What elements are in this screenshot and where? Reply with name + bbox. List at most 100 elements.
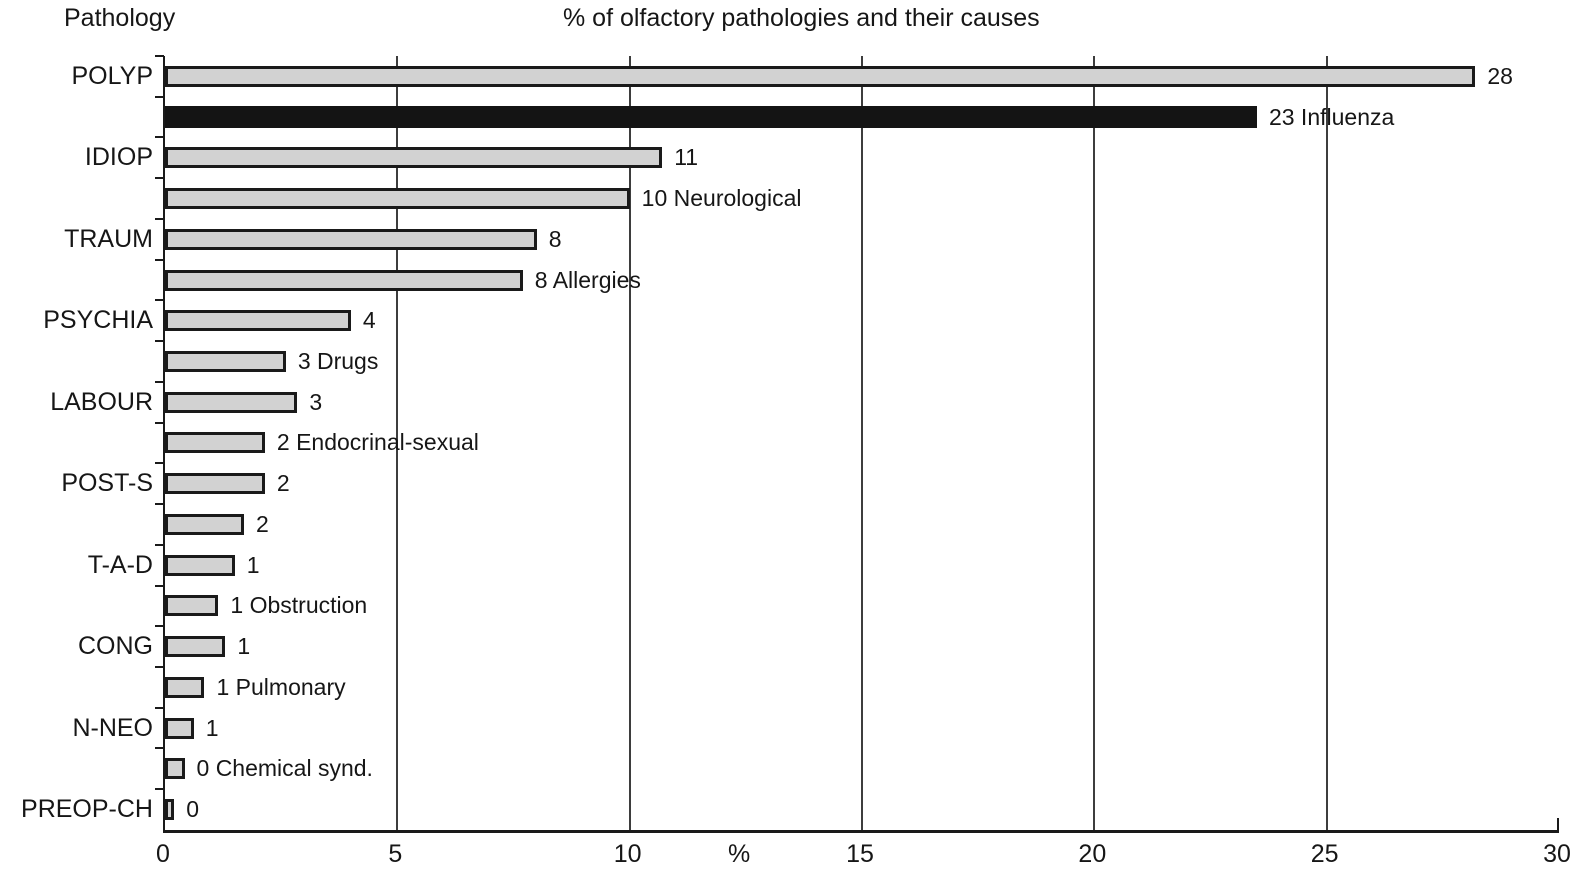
y-axis-tick bbox=[155, 543, 164, 546]
highlight-bar bbox=[165, 106, 1257, 129]
category-label: TRAUM bbox=[64, 224, 153, 253]
bar-row: POLYP 28 bbox=[71, 55, 1559, 97]
bar-row: N-NEO 1 bbox=[72, 706, 1559, 749]
bar bbox=[165, 595, 219, 617]
bar-row: T-A-D 1 bbox=[88, 543, 1559, 586]
bar-value-label: 8 bbox=[548, 225, 562, 252]
bar bbox=[165, 188, 630, 210]
bar-row: 10 Neurological bbox=[155, 177, 1559, 219]
bar bbox=[165, 717, 194, 739]
y-axis-tick bbox=[155, 340, 164, 343]
gridline bbox=[861, 56, 863, 830]
y-axis-tick bbox=[155, 666, 164, 669]
bar-value-label: 2 bbox=[255, 510, 269, 537]
y-axis-tick bbox=[155, 95, 164, 98]
bar-value-label: 3 Drugs bbox=[297, 348, 379, 374]
bar bbox=[165, 351, 286, 372]
bar bbox=[165, 65, 1476, 87]
x-tick-label: 20 bbox=[1078, 840, 1107, 868]
gridline bbox=[628, 56, 631, 830]
bar bbox=[165, 799, 175, 821]
bar-row: CONG 1 bbox=[78, 625, 1559, 667]
category-label: CONG bbox=[78, 632, 153, 661]
x-axis-end-tick bbox=[1557, 818, 1559, 830]
bar-row: IDIOP 11 bbox=[85, 136, 1559, 178]
bar-row: POST-S 2 bbox=[61, 462, 1559, 504]
bar-row: PSYCHIA 4 bbox=[43, 299, 1559, 341]
x-tick-label: 5 bbox=[388, 840, 403, 868]
bar bbox=[165, 473, 265, 495]
bar-value-label: 3 bbox=[309, 388, 323, 415]
bar-value-label: 1 bbox=[237, 633, 251, 660]
bar-value-label: 1 bbox=[205, 714, 219, 741]
x-tick-label: 10 bbox=[613, 840, 642, 868]
bar bbox=[165, 391, 298, 413]
bar-value-label: 2 Endocrinal-sexual bbox=[276, 429, 479, 456]
y-axis-tick bbox=[155, 584, 164, 587]
category-label: T-A-D bbox=[87, 550, 153, 579]
bar-value-label: 8 Allergies bbox=[534, 266, 641, 293]
bar bbox=[165, 147, 663, 169]
bar-rows-container: POLYP 28 23 Influenza IDIOP 11 10 Neurologica… bbox=[21, 55, 1559, 830]
bar-row: 2 Endocrinal-sexual bbox=[155, 421, 1559, 464]
y-axis-title: Pathology bbox=[64, 4, 176, 32]
bar-value-label: 4 bbox=[362, 307, 376, 334]
y-axis-tick bbox=[155, 788, 164, 791]
y-axis-tick bbox=[155, 136, 164, 139]
bar-row: 0 Chemical synd. bbox=[155, 747, 1559, 789]
y-axis-tick bbox=[155, 503, 164, 506]
bar-row: 2 bbox=[155, 503, 1559, 545]
y-axis-tick bbox=[155, 625, 164, 628]
bar-row: LABOUR 3 bbox=[50, 380, 1559, 423]
bar bbox=[165, 310, 351, 332]
plot-area: POLYP 28 23 Influenza IDIOP 11 10 Neurologica… bbox=[21, 55, 1559, 833]
category-label: POST-S bbox=[61, 469, 153, 498]
chart-title: % of olfactory pathologies and their cau… bbox=[563, 4, 1040, 32]
gridline bbox=[396, 56, 399, 830]
x-axis-percent-label: % bbox=[728, 840, 751, 868]
bar-row: 8 Allergies bbox=[155, 258, 1559, 301]
bar-value-label: 1 bbox=[246, 551, 260, 578]
bar bbox=[165, 513, 244, 535]
bar-value-label: 28 bbox=[1487, 62, 1513, 89]
bar-row: 3 Drugs bbox=[155, 340, 1559, 382]
x-tick-label: 15 bbox=[846, 840, 874, 868]
y-axis-tick bbox=[155, 462, 164, 465]
category-label: POLYP bbox=[71, 61, 153, 90]
y-axis-tick bbox=[155, 177, 164, 180]
bar bbox=[165, 432, 265, 454]
y-axis-tick bbox=[155, 55, 164, 57]
y-axis-tick bbox=[155, 299, 164, 302]
bar bbox=[165, 758, 185, 780]
bar bbox=[165, 636, 226, 658]
bar-row: 1 Obstruction bbox=[155, 584, 1559, 627]
category-label: PREOP-CH bbox=[21, 795, 153, 824]
bar-value-label: 2 bbox=[276, 470, 290, 497]
bar-value-label: 10 Neurological bbox=[641, 185, 802, 212]
bar-row: TRAUM 8 bbox=[64, 217, 1559, 260]
y-axis-tick bbox=[155, 421, 164, 424]
bar-value-label: 0 bbox=[186, 796, 200, 823]
category-label: PSYCHIA bbox=[43, 306, 153, 335]
y-axis-tick bbox=[155, 706, 164, 709]
bar-row: PREOP-CH 0 bbox=[21, 788, 1559, 830]
bar-value-label: 23 Influenza bbox=[1268, 103, 1395, 130]
x-tick-label: 0 bbox=[156, 840, 170, 868]
bar-value-label: 1 Obstruction bbox=[230, 592, 368, 619]
bar bbox=[165, 554, 235, 576]
x-tick-label: 25 bbox=[1310, 840, 1339, 868]
category-label: IDIOP bbox=[84, 143, 153, 172]
y-axis-tick bbox=[155, 747, 164, 750]
gridline bbox=[1093, 56, 1096, 830]
bar-row: 23 Influenza bbox=[155, 95, 1559, 138]
category-label: LABOUR bbox=[50, 387, 153, 416]
bar bbox=[165, 269, 523, 291]
y-axis-tick bbox=[155, 258, 164, 261]
y-axis-tick bbox=[155, 217, 164, 220]
bar-value-label: 1 Pulmonary bbox=[216, 673, 346, 700]
gridline bbox=[1325, 56, 1328, 830]
bar bbox=[165, 676, 205, 698]
bar-value-label: 0 Chemical synd. bbox=[196, 755, 373, 782]
bar bbox=[165, 228, 537, 250]
